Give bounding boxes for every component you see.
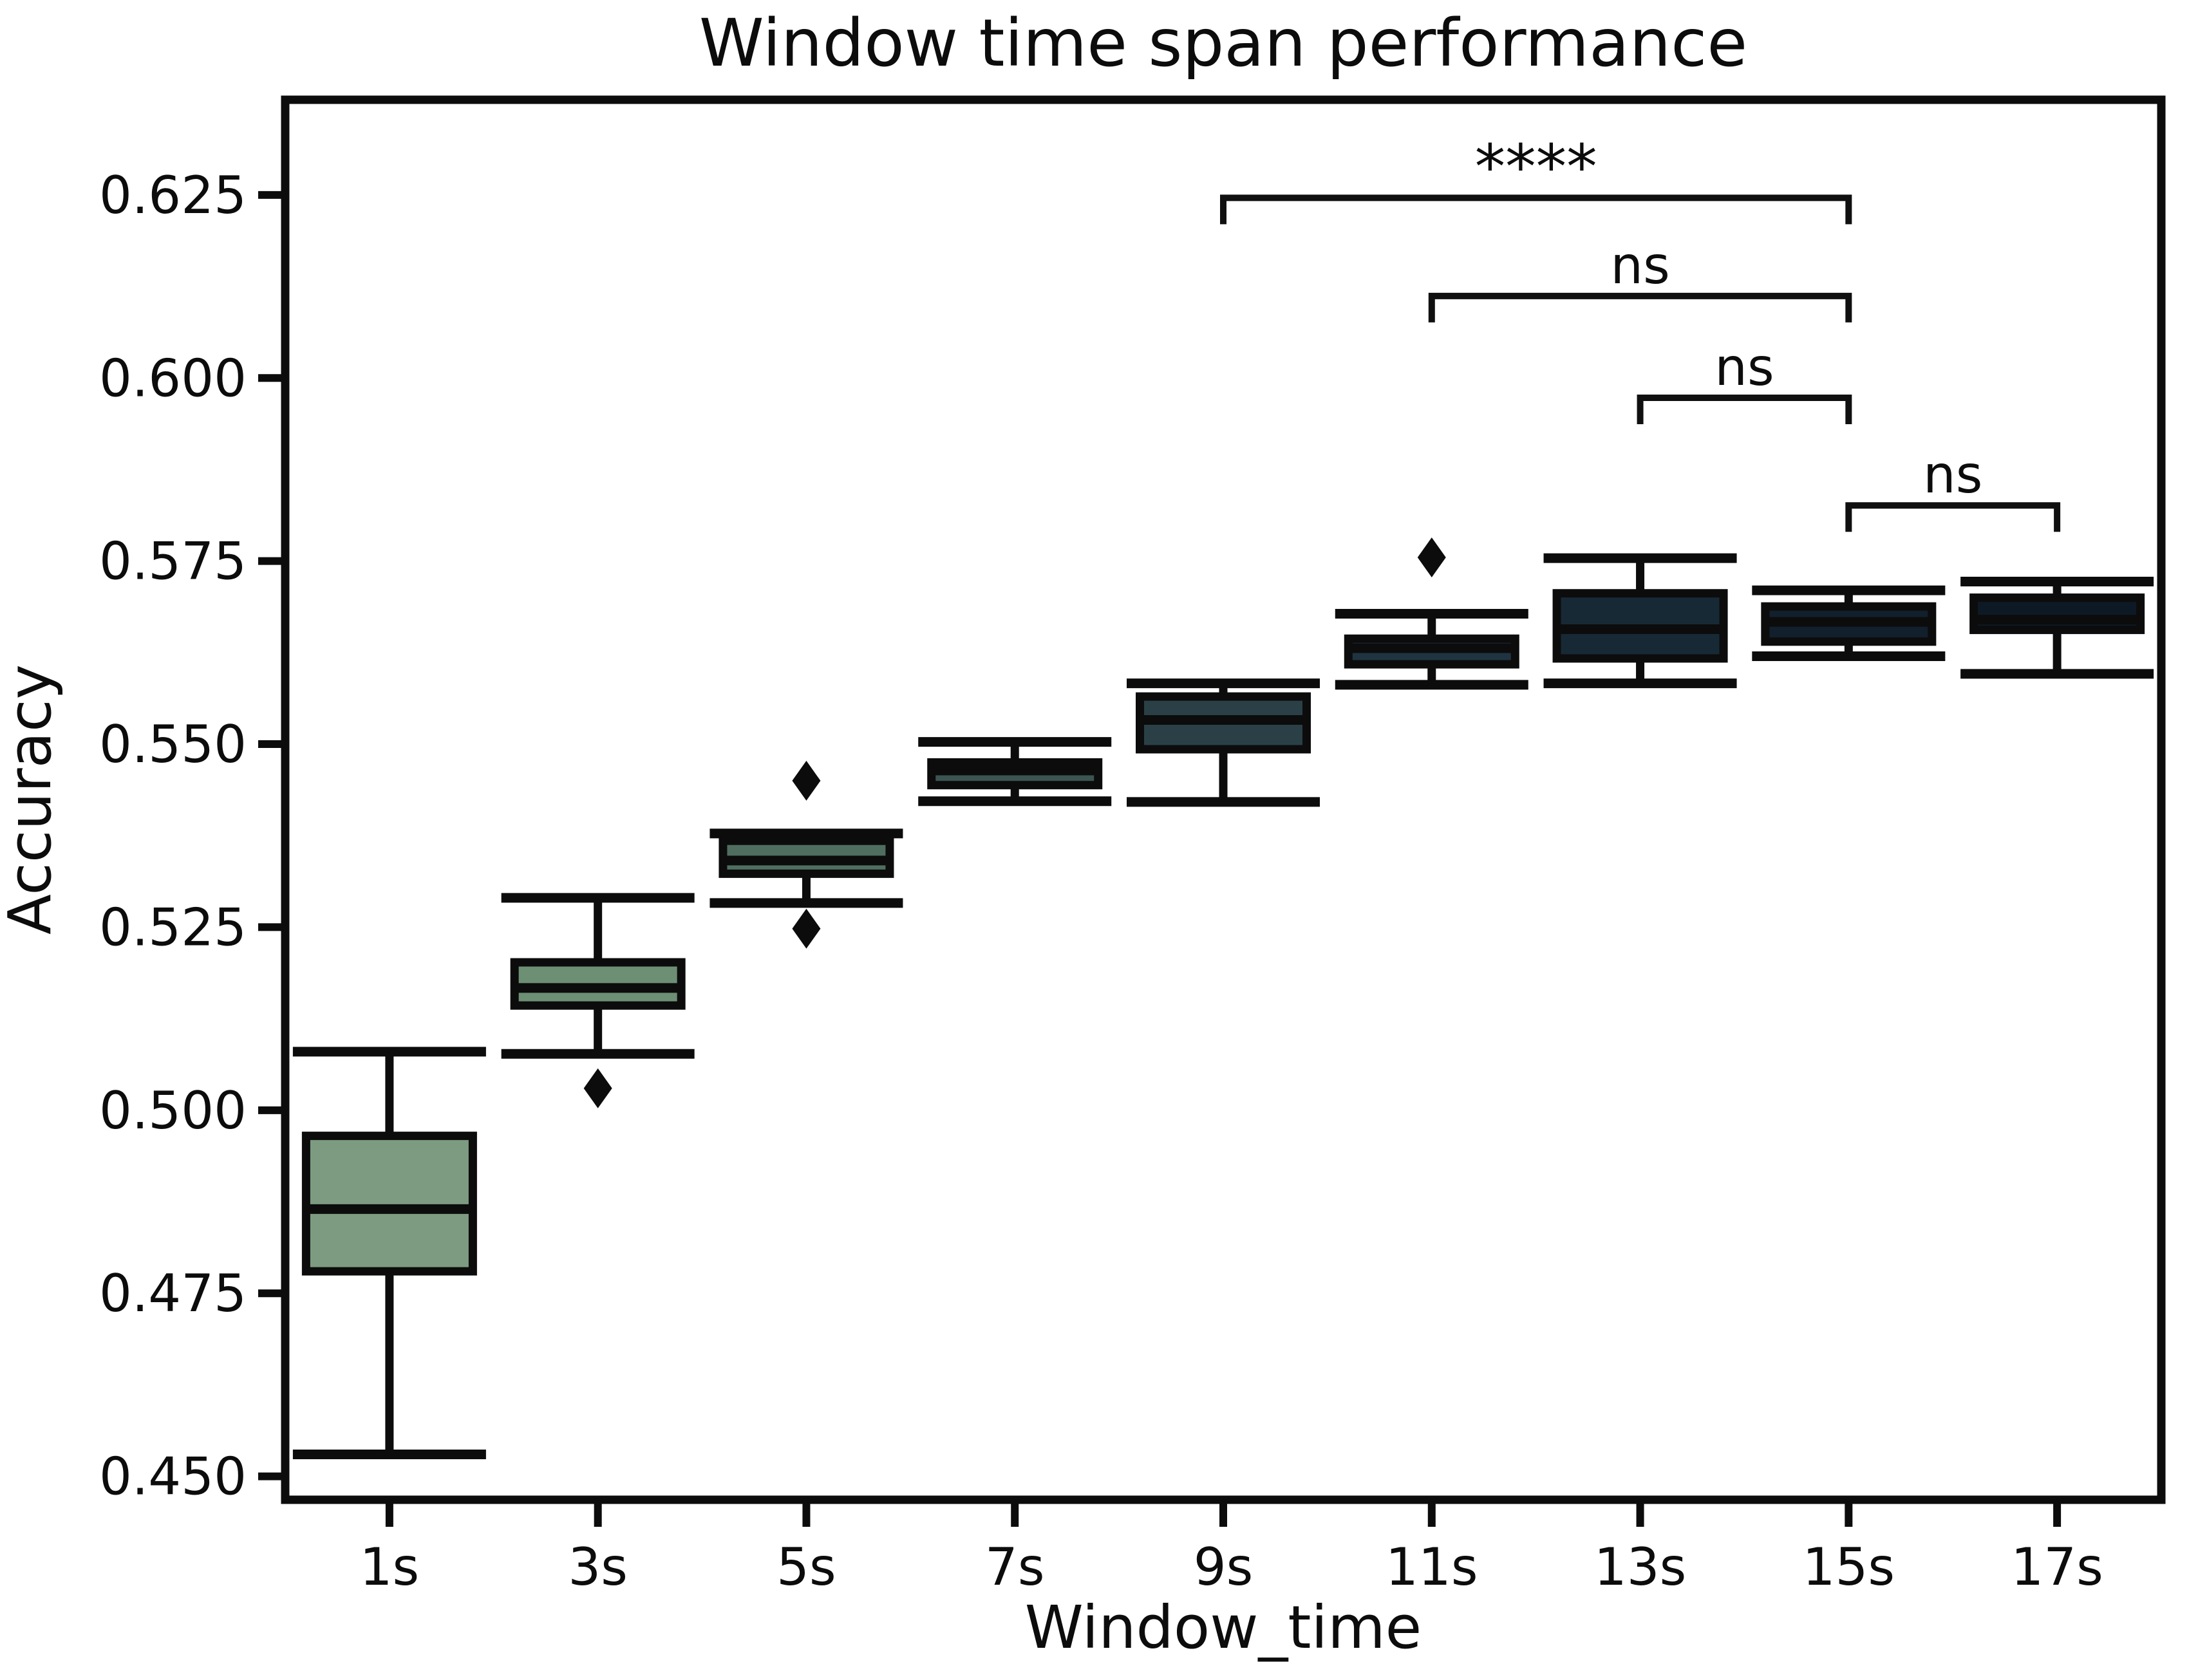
y-tick-label-0.600: 0.600: [99, 348, 247, 408]
box-1s: [301, 1132, 477, 1276]
y-tick-label-0.475: 0.475: [99, 1264, 247, 1323]
y-tick-label-0.500: 0.500: [99, 1081, 247, 1141]
x-tick-label-11s: 11s: [1386, 1537, 1478, 1597]
x-tick-label-5s: 5s: [776, 1537, 836, 1597]
sig-bracket-11s-15s: [1428, 292, 1852, 322]
sig-label-11s-15s: ns: [1610, 236, 1669, 295]
x-axis-label: Window_time: [1025, 1593, 1422, 1662]
y-tick-label-0.625: 0.625: [99, 165, 247, 225]
sig-bracket-9s-15s: [1220, 194, 1852, 225]
x-tick-label-1s: 1s: [360, 1537, 420, 1597]
y-axis-label: Accuracy: [0, 664, 64, 935]
x-tick-label-15s: 15s: [1803, 1537, 1895, 1597]
sig-bracket-13s-15s: [1637, 394, 1852, 424]
x-tick-label-9s: 9s: [1194, 1537, 1254, 1597]
chart-title: Window time span performance: [699, 5, 1747, 82]
sig-label-15s-17s: ns: [1923, 445, 1982, 505]
sig-bracket-15s-17s: [1845, 502, 2061, 532]
x-tick-label-17s: 17s: [2011, 1537, 2103, 1597]
sig-label-9s-15s: ****: [1475, 132, 1597, 203]
outlier-diamond-5s-1: [792, 908, 821, 949]
x-tick-label-13s: 13s: [1594, 1537, 1686, 1597]
sig-label-13s-15s: ns: [1715, 337, 1774, 397]
outlier-diamond-3s-0: [583, 1068, 612, 1108]
outlier-diamond-11s-0: [1417, 537, 1446, 577]
y-tick-label-0.550: 0.550: [99, 714, 247, 774]
x-tick-label-7s: 7s: [985, 1537, 1045, 1597]
plot-area: 0.450 0.475 0.500 0.525 0.550 0.575 0.600 0.625…: [99, 95, 2166, 1597]
y-tick-label-0.525: 0.525: [99, 897, 247, 957]
box-17s: [1969, 593, 2145, 635]
y-tick-label-0.450: 0.450: [99, 1447, 247, 1507]
x-tick-label-3s: 3s: [568, 1537, 628, 1597]
y-tick-label-0.575: 0.575: [99, 532, 247, 592]
outlier-diamond-5s-0: [792, 760, 821, 801]
